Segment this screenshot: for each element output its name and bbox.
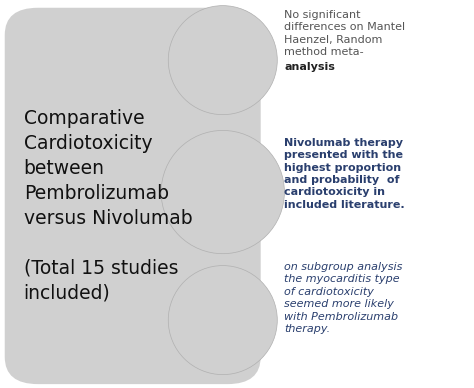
Text: No significant
differences on Mantel
Haenzel, Random
method meta-: No significant differences on Mantel Hae… <box>284 10 406 69</box>
Text: Nivolumab therapy
presented with the
highest proportion
and probability  of
card: Nivolumab therapy presented with the hig… <box>284 138 405 210</box>
Ellipse shape <box>161 130 284 254</box>
Text: Comparative
Cardiotoxicity
between
Pembrolizumab
versus Nivolumab

(Total 15 stu: Comparative Cardiotoxicity between Pembr… <box>24 109 192 303</box>
Ellipse shape <box>168 266 277 374</box>
Ellipse shape <box>168 6 277 114</box>
Text: analysis: analysis <box>284 62 335 72</box>
FancyBboxPatch shape <box>5 8 261 384</box>
Text: on subgroup analysis
the myocarditis type
of cardiotoxicity
seemed more likely
w: on subgroup analysis the myocarditis typ… <box>284 262 403 334</box>
